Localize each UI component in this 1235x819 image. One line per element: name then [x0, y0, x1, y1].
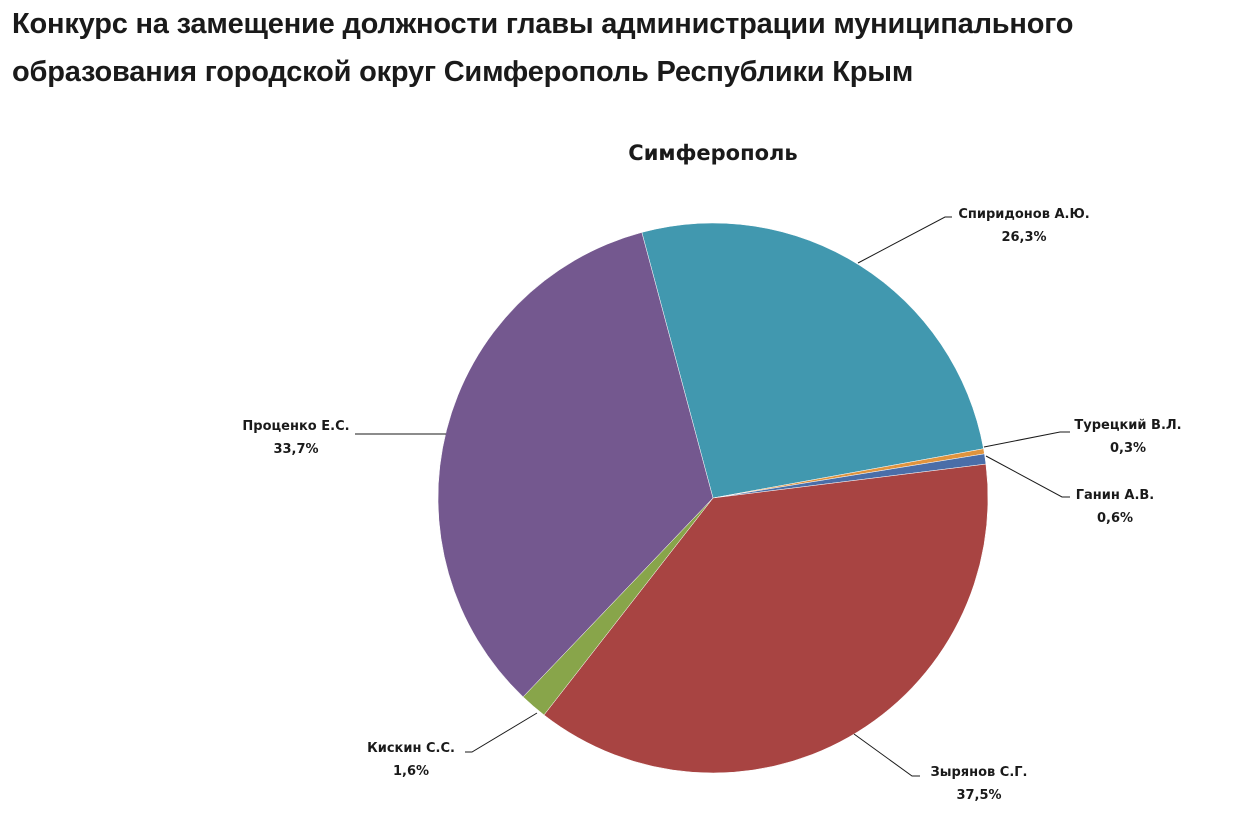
slice-name-label: Ганин А.В. — [1076, 488, 1155, 503]
slice-value-label: 0,3% — [1110, 441, 1146, 456]
leader-line-3 — [985, 455, 1070, 498]
slice-value-label: 37,5% — [956, 788, 1001, 803]
slice-value-label: 1,6% — [393, 764, 429, 779]
slice-name-label: Кискин С.С. — [367, 741, 455, 756]
slice-name-label: Зырянов С.Г. — [930, 765, 1027, 780]
pie-leader-lines — [355, 216, 1070, 777]
pie-slice-1 — [641, 222, 984, 499]
slice-name-label: Турецкий В.Л. — [1074, 418, 1181, 433]
pie-slice-6 — [437, 232, 714, 698]
slice-value-label: 26,3% — [1001, 230, 1046, 245]
chart-title: Симферополь — [628, 141, 797, 165]
leader-line-1 — [857, 216, 952, 264]
slice-value-label: 33,7% — [273, 442, 318, 457]
pie-slices — [437, 222, 989, 774]
leader-line-2 — [983, 431, 1070, 448]
page-title: Конкурс на замещение должности главы адм… — [12, 8, 1074, 88]
pie-slice-4 — [543, 463, 989, 774]
pie-labels: Спиридонов А.Ю. 26,3% Турецкий В.Л. 0,3% Ган… — [242, 207, 1181, 803]
slice-value-label: 0,6% — [1097, 511, 1133, 526]
slice-name-label: Спиридонов А.Ю. — [958, 207, 1089, 222]
leader-line-5 — [465, 712, 538, 753]
leader-line-4 — [853, 733, 920, 777]
slice-name-label: Проценко Е.С. — [242, 419, 349, 434]
